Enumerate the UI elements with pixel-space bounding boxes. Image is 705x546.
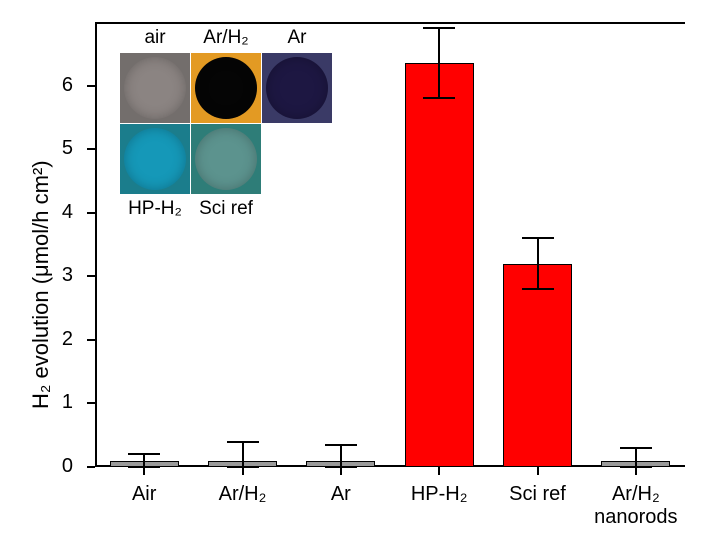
x-category-label: Air bbox=[95, 483, 193, 506]
inset-disc bbox=[195, 57, 257, 119]
error-bar-line bbox=[340, 445, 342, 467]
inset-swatch bbox=[191, 124, 261, 194]
error-bar-cap-bottom bbox=[522, 288, 554, 290]
inset-disc bbox=[266, 57, 328, 119]
inset-swatch bbox=[262, 53, 332, 123]
error-bar-cap-top bbox=[620, 447, 652, 449]
error-bar-line bbox=[635, 448, 637, 467]
y-tick-label: 2 bbox=[0, 328, 73, 351]
y-tick bbox=[87, 402, 95, 404]
inset-sample-images: airAr/H₂Ar HP-H₂Sci ref bbox=[120, 30, 332, 221]
y-tick bbox=[87, 148, 95, 150]
y-tick bbox=[87, 275, 95, 277]
inset-swatch bbox=[120, 53, 190, 123]
error-bar-cap-top bbox=[522, 237, 554, 239]
inset-swatch bbox=[191, 53, 261, 123]
error-bar-cap-top bbox=[423, 27, 455, 29]
y-axis-line bbox=[95, 22, 97, 467]
y-tick bbox=[87, 466, 95, 468]
error-bar-cap-bottom bbox=[227, 466, 259, 468]
x-category-label: Ar/H₂ bbox=[193, 483, 291, 506]
y-tick bbox=[87, 85, 95, 87]
error-bar-cap-top bbox=[128, 453, 160, 455]
x-tick bbox=[438, 467, 440, 475]
x-tick bbox=[242, 467, 244, 475]
error-bar-cap-bottom bbox=[620, 466, 652, 468]
y-tick-label: 1 bbox=[0, 391, 73, 414]
x-tick bbox=[635, 467, 637, 475]
x-category-label: Ar/H₂ nanorods bbox=[587, 483, 685, 529]
x-tick bbox=[340, 467, 342, 475]
inset-disc bbox=[124, 57, 186, 119]
y-tick-label: 3 bbox=[0, 264, 73, 287]
inset-label: Sci ref bbox=[191, 198, 261, 220]
bar bbox=[405, 63, 474, 467]
error-bar-line bbox=[537, 238, 539, 289]
y-tick bbox=[87, 212, 95, 214]
y-tick bbox=[87, 339, 95, 341]
y-tick-label: 6 bbox=[0, 74, 73, 97]
y-tick-label: 5 bbox=[0, 137, 73, 160]
error-bar-line bbox=[438, 28, 440, 98]
inset-label: HP-H₂ bbox=[120, 198, 190, 220]
error-bar-cap-bottom bbox=[423, 97, 455, 99]
x-category-label: Sci ref bbox=[488, 483, 586, 506]
x-tick bbox=[537, 467, 539, 475]
x-category-label: Ar bbox=[292, 483, 390, 506]
error-bar-cap-top bbox=[227, 441, 259, 443]
inset-label: air bbox=[120, 27, 190, 49]
bar bbox=[503, 264, 572, 467]
inset-swatch bbox=[120, 124, 190, 194]
y-tick-label: 0 bbox=[0, 455, 73, 478]
error-bar-cap-top bbox=[325, 444, 357, 446]
inset-disc bbox=[124, 128, 186, 190]
inset-label: Ar/H₂ bbox=[191, 27, 261, 49]
y-tick-label: 4 bbox=[0, 201, 73, 224]
error-bar-line bbox=[242, 442, 244, 467]
x-tick bbox=[143, 467, 145, 475]
x-category-label: HP-H₂ bbox=[390, 483, 488, 506]
error-bar-cap-bottom bbox=[325, 466, 357, 468]
top-axis-line bbox=[95, 22, 685, 24]
x-axis-line bbox=[95, 465, 685, 467]
inset-label: Ar bbox=[262, 27, 332, 49]
chart-root: H₂ evolution (μmol/h cm²) airAr/H₂ArHP-H… bbox=[0, 0, 705, 546]
inset-disc bbox=[195, 128, 257, 190]
error-bar-cap-bottom bbox=[128, 466, 160, 468]
